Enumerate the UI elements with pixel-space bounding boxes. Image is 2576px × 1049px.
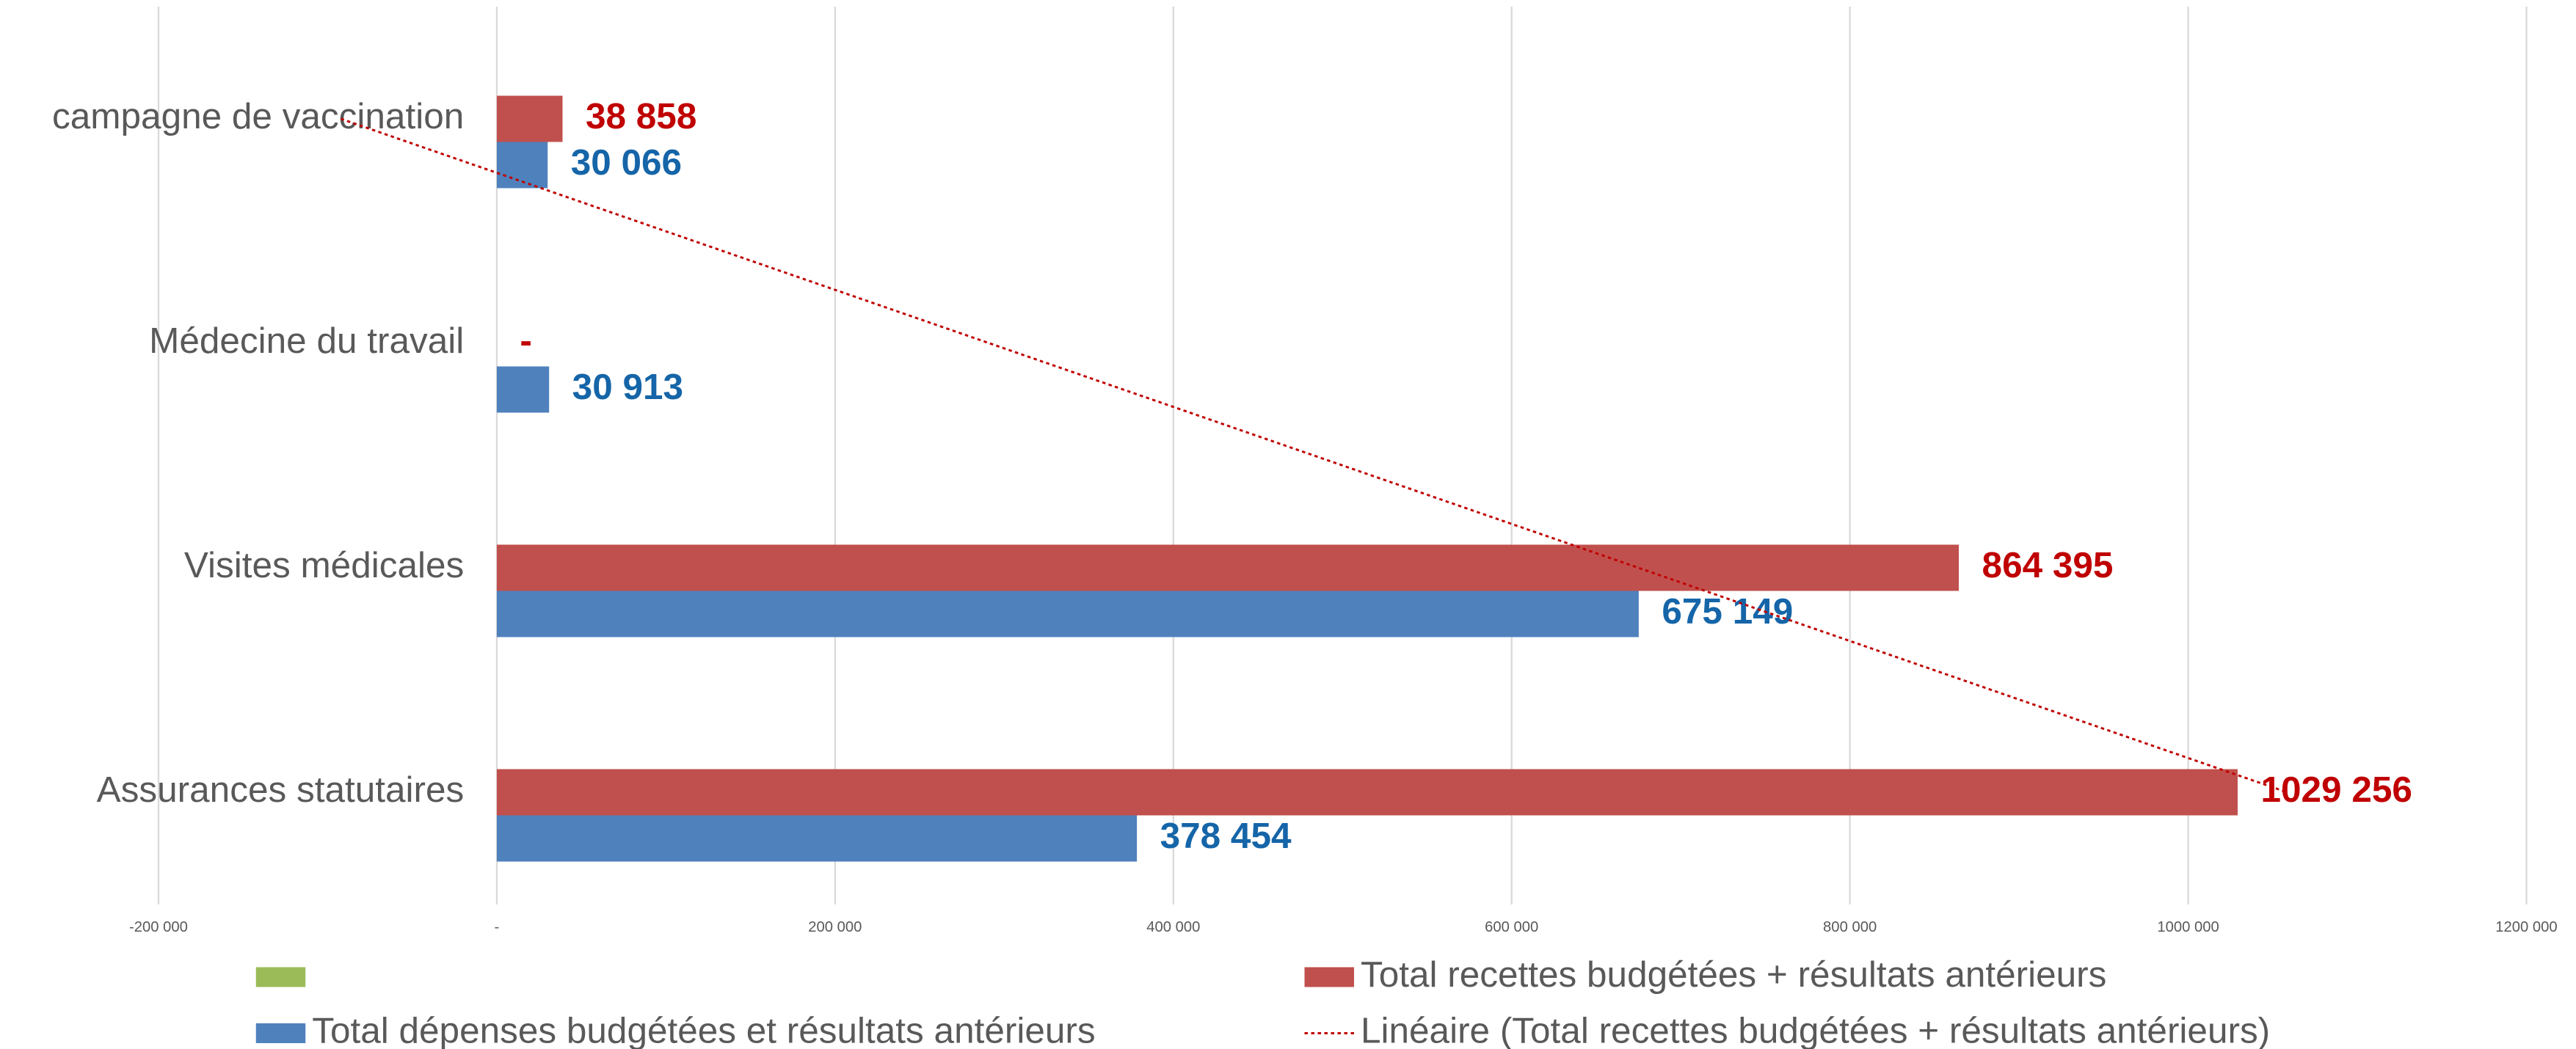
x-tick-label: 400 000 xyxy=(1146,919,1200,935)
bar xyxy=(496,769,2238,816)
x-tick-label: 1200 000 xyxy=(2495,919,2557,935)
category-label: campagne de vaccination xyxy=(52,96,464,136)
x-tick-label: 600 000 xyxy=(1485,919,1538,935)
legend-swatch xyxy=(255,967,306,987)
legend-swatch xyxy=(1304,967,1354,987)
x-tick-label: 1000 000 xyxy=(2157,919,2219,935)
legend-label: Total dépenses budgétées et résultats an… xyxy=(312,1011,1095,1049)
bar xyxy=(496,591,1639,637)
x-tick-label: - xyxy=(495,919,500,935)
trendline xyxy=(340,117,2288,794)
bar xyxy=(496,95,563,142)
data-label: 30 913 xyxy=(572,367,683,407)
legend-label: Linéaire (Total recettes budgétées + rés… xyxy=(1361,1011,2270,1049)
legend-swatch xyxy=(255,1023,306,1043)
bar xyxy=(496,366,550,413)
legend-label: Total recettes budgétées + résultats ant… xyxy=(1361,954,2106,995)
x-tick-label: 200 000 xyxy=(808,919,862,935)
data-label: 1029 256 xyxy=(2260,770,2412,810)
category-label: Médecine du travail xyxy=(149,321,464,361)
data-label: - xyxy=(520,321,531,361)
data-label: 378 454 xyxy=(1160,816,1292,856)
data-label: 38 858 xyxy=(586,96,696,136)
data-label: 30 066 xyxy=(571,142,682,183)
x-tick-label: 800 000 xyxy=(1823,919,1877,935)
x-tick-label: -200 000 xyxy=(129,919,188,935)
bar xyxy=(496,544,1960,591)
data-label: 864 395 xyxy=(1982,545,2114,585)
bar xyxy=(496,142,548,189)
category-label: Visites médicales xyxy=(184,545,464,585)
bar xyxy=(496,815,1138,862)
data-label: 675 149 xyxy=(1662,591,1793,632)
category-label: Assurances statutaires xyxy=(97,770,465,810)
